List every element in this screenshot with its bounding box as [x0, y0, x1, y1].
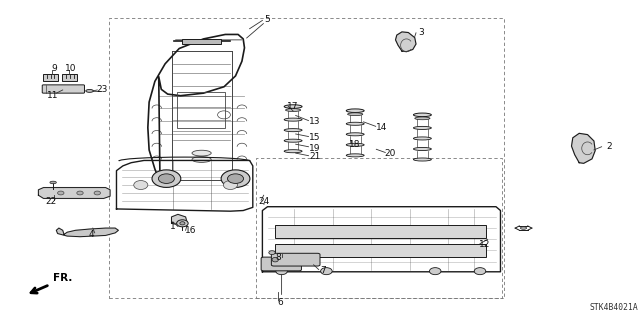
Polygon shape — [396, 32, 416, 52]
Ellipse shape — [221, 170, 250, 188]
Ellipse shape — [58, 191, 64, 195]
Ellipse shape — [223, 181, 237, 189]
Text: 14: 14 — [376, 123, 388, 132]
FancyBboxPatch shape — [43, 74, 58, 81]
Text: 8: 8 — [276, 253, 281, 262]
Bar — [182, 39, 221, 44]
Text: 15: 15 — [309, 133, 321, 142]
Text: 21: 21 — [309, 152, 321, 161]
Ellipse shape — [413, 137, 431, 140]
Text: 17: 17 — [287, 102, 299, 111]
Ellipse shape — [284, 129, 302, 132]
Ellipse shape — [177, 220, 188, 227]
FancyBboxPatch shape — [42, 85, 84, 93]
Text: 19: 19 — [309, 144, 321, 153]
Polygon shape — [172, 214, 187, 224]
Ellipse shape — [413, 158, 431, 161]
Ellipse shape — [192, 157, 211, 162]
Bar — [256, 158, 502, 298]
Ellipse shape — [284, 118, 302, 121]
Ellipse shape — [77, 191, 83, 195]
Text: 1: 1 — [170, 222, 175, 231]
Ellipse shape — [346, 122, 364, 125]
Text: 18: 18 — [349, 140, 361, 149]
Ellipse shape — [413, 147, 431, 151]
Text: 7: 7 — [321, 266, 326, 275]
Text: 2: 2 — [607, 142, 612, 151]
Text: 4: 4 — [89, 230, 94, 239]
Text: 22: 22 — [45, 197, 57, 206]
Text: 6: 6 — [278, 298, 283, 307]
Text: 24: 24 — [258, 197, 269, 206]
Text: 20: 20 — [385, 149, 396, 158]
Ellipse shape — [134, 181, 148, 189]
Text: 16: 16 — [185, 226, 196, 235]
Polygon shape — [572, 133, 595, 163]
Ellipse shape — [192, 150, 211, 156]
Ellipse shape — [284, 105, 302, 108]
Text: 23: 23 — [97, 85, 108, 94]
Ellipse shape — [50, 181, 56, 184]
Ellipse shape — [228, 174, 243, 183]
Text: 10: 10 — [65, 64, 76, 73]
Ellipse shape — [284, 139, 302, 142]
Ellipse shape — [86, 90, 93, 93]
Polygon shape — [38, 188, 110, 198]
Text: 11: 11 — [47, 91, 58, 100]
Ellipse shape — [413, 126, 431, 130]
FancyBboxPatch shape — [261, 257, 301, 271]
Ellipse shape — [321, 268, 332, 275]
Ellipse shape — [429, 268, 441, 275]
Ellipse shape — [474, 268, 486, 275]
Ellipse shape — [348, 113, 363, 115]
Bar — [109, 18, 504, 298]
Bar — [275, 225, 486, 238]
Ellipse shape — [269, 251, 275, 255]
Ellipse shape — [346, 133, 364, 136]
Ellipse shape — [285, 109, 301, 111]
Bar — [275, 244, 486, 257]
Text: 5: 5 — [265, 15, 270, 24]
Ellipse shape — [284, 150, 302, 153]
Text: 3: 3 — [419, 28, 424, 37]
Ellipse shape — [413, 113, 431, 117]
Text: STK4B4021A: STK4B4021A — [590, 303, 639, 312]
Ellipse shape — [346, 154, 364, 157]
Ellipse shape — [158, 174, 174, 183]
FancyBboxPatch shape — [271, 253, 320, 266]
Ellipse shape — [272, 257, 278, 262]
Ellipse shape — [415, 117, 430, 120]
Text: FR.: FR. — [53, 273, 72, 283]
Text: 13: 13 — [309, 117, 321, 126]
Text: 9: 9 — [52, 64, 57, 73]
Ellipse shape — [180, 222, 185, 225]
Ellipse shape — [152, 170, 181, 188]
Ellipse shape — [346, 143, 364, 146]
FancyBboxPatch shape — [62, 74, 77, 81]
Text: 12: 12 — [479, 241, 491, 249]
Ellipse shape — [94, 191, 100, 195]
Ellipse shape — [276, 268, 287, 275]
Polygon shape — [56, 228, 118, 237]
Ellipse shape — [346, 109, 364, 113]
Ellipse shape — [520, 227, 527, 229]
